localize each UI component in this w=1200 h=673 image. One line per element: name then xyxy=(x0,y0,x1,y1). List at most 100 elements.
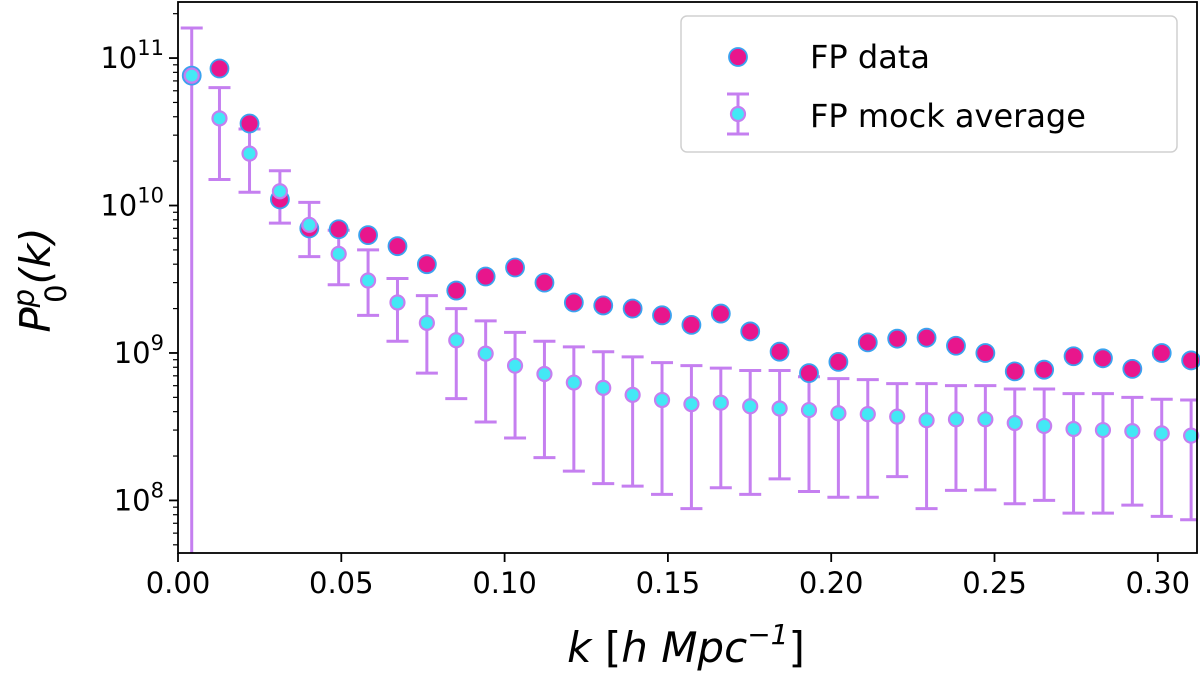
fp-data-point xyxy=(1004,361,1025,382)
fp-data-point xyxy=(622,298,643,319)
fp-mock-point xyxy=(477,345,494,362)
fp-mock-point xyxy=(1153,425,1170,442)
fp-data-point xyxy=(857,332,878,353)
x-tick-label: 0.05 xyxy=(309,566,374,600)
x-tick-label: 0.15 xyxy=(636,566,701,600)
fp-data-point xyxy=(799,363,819,384)
legend-box xyxy=(680,15,1178,153)
legend-fp-data-label: FP data xyxy=(810,38,930,76)
fp-mock-point xyxy=(859,405,876,423)
x-axis-unit: Mpc xyxy=(648,623,747,672)
x-axis-open: [ xyxy=(591,623,621,672)
x-tick-label: 0.30 xyxy=(1126,566,1191,600)
legend-fp-mock-marker xyxy=(729,105,747,123)
legend-fp-mock-label: FP mock average xyxy=(810,97,1086,135)
fp-mock-point xyxy=(889,408,906,425)
y-axis-ticks: 108 109 1010 1011 xyxy=(100,13,178,546)
y-axis-title: Pp0(k) xyxy=(7,227,73,332)
fp-mock-point xyxy=(712,394,729,411)
fp-mock-point xyxy=(947,411,965,428)
fp-mock-point xyxy=(653,391,671,409)
fp-data-point xyxy=(740,321,761,342)
fp-data-point xyxy=(1122,358,1143,379)
fp-mock-point xyxy=(1006,414,1023,432)
plot-frame xyxy=(177,1,1198,554)
y-axis-base: P xyxy=(11,307,60,333)
fp-data-point xyxy=(1093,348,1113,369)
fp-mock-point xyxy=(330,245,347,262)
fp-data-point xyxy=(1151,343,1172,363)
axes-frame xyxy=(177,1,1198,554)
y-axis-arg: (k) xyxy=(11,227,60,284)
x-axis-ticks: 0.00 0.05 0.10 0.15 0.20 0.25 0.30 xyxy=(146,553,1190,600)
fp-data-point xyxy=(946,335,966,356)
fp-mock-point xyxy=(1065,420,1082,438)
x-tick-label: 0.25 xyxy=(962,566,1027,600)
x-tick-label: 0.20 xyxy=(799,566,864,600)
fp-data-point xyxy=(916,327,937,348)
x-axis-h: h xyxy=(621,623,648,672)
x-axis-exp: −1 xyxy=(747,618,788,651)
x-axis-var: k xyxy=(567,623,593,672)
y-axis-sup: p xyxy=(7,289,41,308)
fp-mock-point xyxy=(1183,427,1200,444)
fp-data-point xyxy=(710,303,731,324)
fp-mock-point xyxy=(241,145,258,162)
legend-fp-data-marker xyxy=(728,47,748,67)
y-axis-sub: 0 xyxy=(39,284,73,302)
fp-mock-point xyxy=(771,400,788,417)
fp-data-point xyxy=(446,280,467,301)
fp-data-point xyxy=(534,272,555,293)
fp-mock-point xyxy=(211,110,228,127)
fp-mock-point xyxy=(683,396,700,413)
legend: FP data FP mock average xyxy=(680,15,1178,153)
error-bars xyxy=(180,26,1197,553)
fp-data-point xyxy=(975,343,996,363)
x-axis-close: ] xyxy=(788,623,804,672)
fp-data-point xyxy=(652,305,672,326)
fp-data-point xyxy=(887,328,908,349)
fp-data-point xyxy=(563,292,584,313)
fp-mock-point xyxy=(742,398,759,415)
fp-mock-point xyxy=(536,365,553,383)
y-tick-label: 1010 xyxy=(100,184,164,223)
fp-data-points xyxy=(181,58,1200,384)
fp-mock-point xyxy=(1124,423,1141,440)
y-tick-label: 108 xyxy=(114,478,164,517)
fp-data-point xyxy=(593,295,614,316)
fp-data-point xyxy=(1063,346,1084,367)
fp-data-point xyxy=(681,315,702,335)
x-tick-label: 0.00 xyxy=(146,566,211,600)
fp-mock-point xyxy=(448,332,465,349)
fp-data-point xyxy=(328,219,349,240)
fp-mock-point xyxy=(800,401,818,419)
fp-mock-point xyxy=(977,411,994,428)
y-tick-label: 1011 xyxy=(100,36,164,75)
fp-mock-point xyxy=(389,294,406,311)
fp-data-point xyxy=(1034,359,1055,380)
fp-mock-point xyxy=(301,216,318,233)
fp-mock-point xyxy=(506,357,524,374)
fp-data-point xyxy=(828,351,849,372)
fp-data-point xyxy=(1181,350,1200,371)
y-tick-label: 109 xyxy=(114,331,164,370)
fp-data-point xyxy=(239,113,260,134)
fp-mock-point xyxy=(565,374,582,391)
fp-mock-point xyxy=(359,272,377,289)
x-tick-label: 0.10 xyxy=(472,566,537,600)
fp-data-point xyxy=(387,236,408,257)
fp-mock-point xyxy=(418,314,435,331)
fp-data-point xyxy=(416,254,437,275)
fp-data-point xyxy=(358,225,378,246)
fp-mock-point xyxy=(830,405,847,422)
fp-data-point xyxy=(769,341,790,362)
fp-mock-point xyxy=(918,412,935,429)
fp-mock-point xyxy=(595,379,612,396)
fp-data-point xyxy=(505,257,525,278)
fp-mock-point xyxy=(271,183,288,200)
fp-data-point xyxy=(209,58,230,79)
fp-mock-point xyxy=(183,67,200,84)
fp-mock-point xyxy=(1036,417,1053,435)
x-axis-title: k [h Mpc−1] xyxy=(567,618,805,672)
